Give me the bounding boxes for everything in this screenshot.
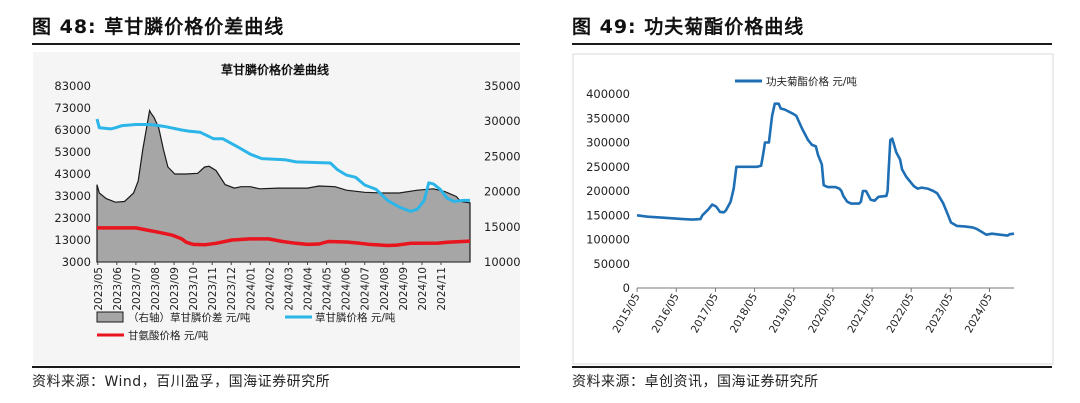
figure-49-panel: 图 49: 功夫菊酯价格曲线 功夫菊酯价格 元/吨 400000 350000 300… (540, 0, 1080, 403)
x-tick-label: 2024/06 (341, 267, 353, 311)
y-tick-label: 200000 (586, 184, 630, 198)
left-y-tick-label: 83000 (54, 79, 91, 93)
left-y-tick-label: 43000 (54, 167, 91, 181)
left-y-tick-label: 23000 (54, 211, 91, 225)
left-y-tick-label: 53000 (54, 145, 91, 159)
source-note: 资料来源：Wind，百川盈孚，国海证券研究所 (32, 374, 331, 390)
legend-label-area: （右轴）草甘膦价差 元/吨 (128, 311, 251, 324)
right-y-tick-label: 25000 (484, 149, 521, 163)
series-area-glyphosate-spread (96, 108, 471, 263)
legend-label-lambda-cyhalothrin: 功夫菊酯价格 元/吨 (766, 75, 857, 88)
x-tick-label: 2023/05 (93, 267, 105, 311)
right-y-tick-label: 15000 (484, 220, 521, 234)
x-tick-label: 2024/05 (322, 267, 334, 311)
figure-48-panel: 图 48: 草甘膦价格价差曲线 草甘膦价格价差曲线 83000 73000 63000… (32, 16, 521, 390)
figure-title: 图 48: 草甘膦价格价差曲线 (32, 16, 285, 38)
x-tick-label: 2023/09 (169, 267, 181, 311)
left-y-tick-label: 3000 (62, 255, 91, 269)
series-line-lambda-cyhalothrin-price (636, 102, 1015, 237)
figure-title: 图 49: 功夫菊酯价格曲线 (572, 16, 805, 38)
right-y-tick-label: 10000 (484, 255, 521, 269)
y-tick-label: 100000 (586, 233, 630, 247)
x-tick-label: 2023/08 (150, 267, 162, 311)
x-tick-label: 2024/02 (264, 267, 276, 311)
x-tick-label: 2023/11 (207, 267, 219, 311)
title-divider (572, 43, 1052, 45)
left-y-tick-label: 33000 (54, 189, 91, 203)
legend-label-glycine: 甘氨酸价格 元/吨 (128, 329, 209, 342)
x-tick-label: 2023/07 (131, 267, 143, 311)
title-divider (32, 43, 520, 45)
lambda-cyhalothrin-chart: 功夫菊酯价格 元/吨 400000 350000 300000 250000 200000… (572, 53, 1054, 365)
chart-title: 草甘膦价格价差曲线 (221, 62, 329, 77)
x-tick-label: 2024/09 (398, 267, 410, 311)
x-tick-label: 2024/04 (303, 267, 315, 311)
source-note: 资料来源：卓创资讯，国海证券研究所 (572, 374, 819, 390)
series-line-glycine-price (97, 226, 471, 248)
left-y-tick-label: 13000 (54, 233, 91, 247)
x-tick-label: 2024/10 (417, 267, 429, 311)
x-tick-label: 2023/06 (112, 267, 124, 311)
source-divider (32, 366, 520, 368)
x-tick-label: 2024/01 (245, 267, 257, 311)
glyphosate-chart: 草甘膦价格价差曲线 83000 73000 63000 53000 43000 33000 2… (33, 52, 521, 365)
x-tick-label: 2024/11 (436, 267, 448, 311)
right-y-tick-label: 20000 (484, 185, 521, 199)
source-divider (572, 366, 1052, 368)
chart-frame (572, 53, 1054, 365)
y-tick-label: 50000 (593, 257, 630, 271)
y-tick-label: 0 (623, 281, 630, 295)
x-tick-label: 2024/03 (283, 267, 295, 311)
right-y-tick-label: 35000 (484, 79, 521, 93)
right-y-tick-label: 30000 (484, 114, 521, 128)
x-tick-label: 2024/07 (360, 267, 372, 311)
y-tick-label: 250000 (586, 160, 630, 174)
series-line-glyphosate-price (95, 118, 470, 213)
x-tick-label: 2023/10 (188, 267, 200, 311)
legend-swatch-area (96, 311, 124, 323)
left-y-tick-label: 73000 (54, 101, 91, 115)
y-tick-label: 150000 (586, 208, 630, 222)
x-tick-label: 2024/08 (379, 267, 391, 311)
y-tick-label: 350000 (586, 111, 630, 125)
x-tick-label: 2023/12 (226, 267, 238, 311)
y-tick-label: 400000 (586, 87, 630, 101)
legend-label-glyphosate: 草甘膦价格 元/吨 (315, 311, 396, 324)
left-y-tick-label: 63000 (54, 123, 91, 137)
y-tick-label: 300000 (586, 136, 630, 150)
